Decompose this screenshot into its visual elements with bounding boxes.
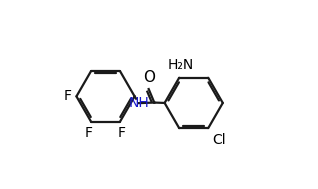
Text: F: F	[85, 126, 93, 140]
Text: NH: NH	[128, 96, 149, 110]
Text: H₂N: H₂N	[168, 58, 194, 72]
Text: O: O	[143, 70, 155, 85]
Text: F: F	[63, 89, 71, 103]
Text: Cl: Cl	[212, 133, 226, 147]
Text: F: F	[118, 126, 126, 140]
